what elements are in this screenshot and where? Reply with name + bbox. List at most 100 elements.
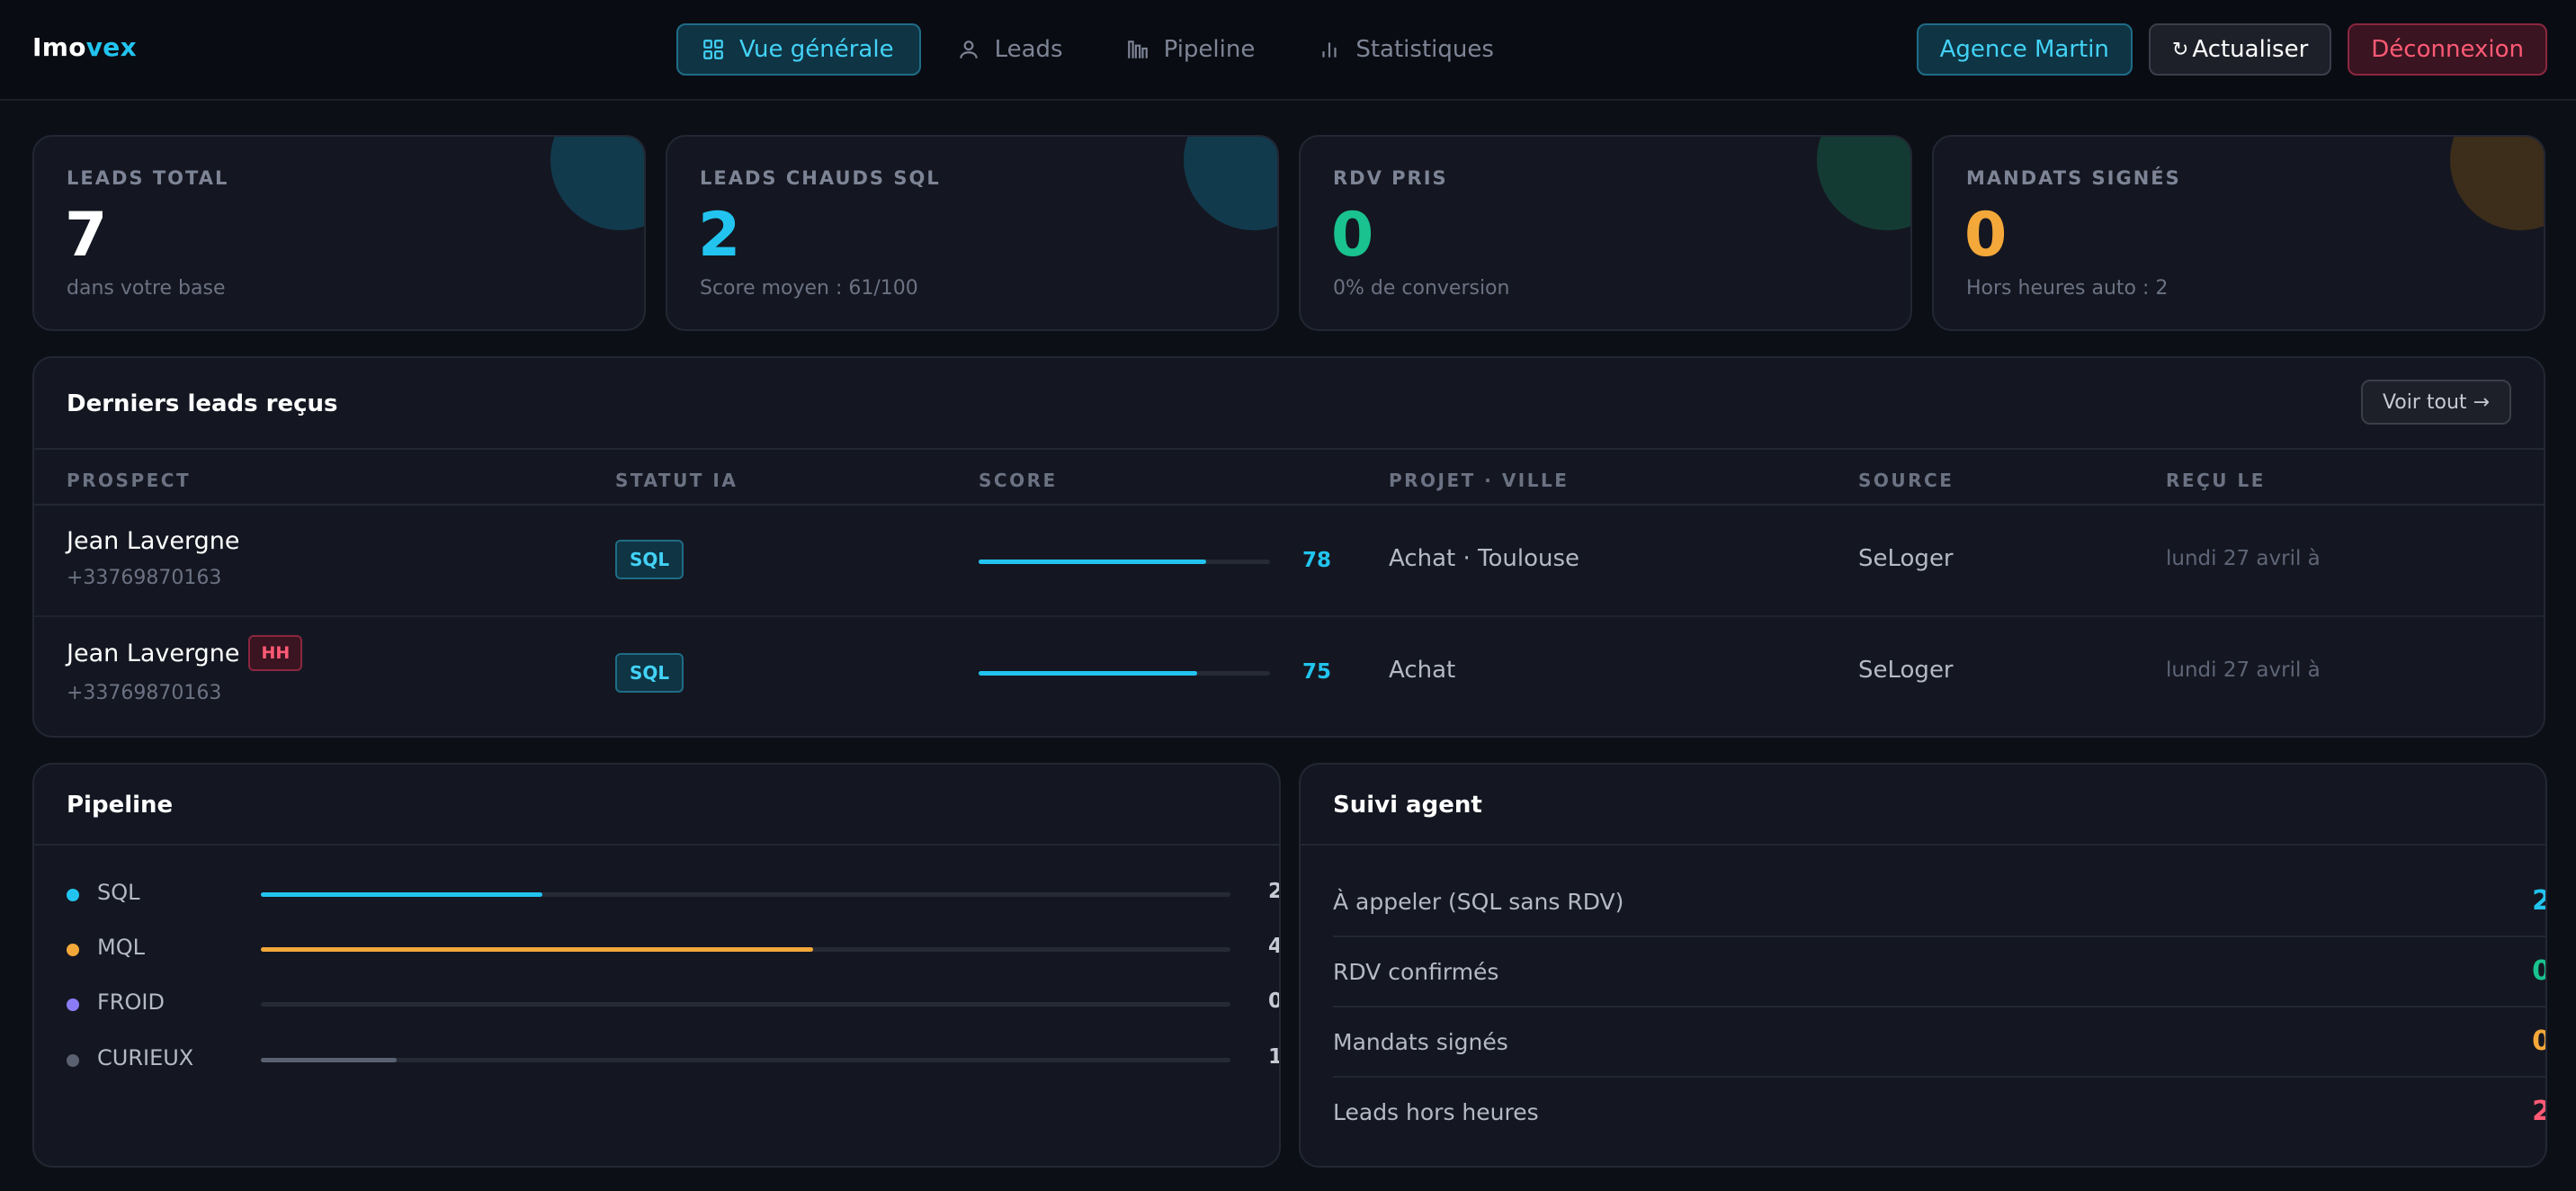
agent-value: 2 [2532, 1096, 2545, 1127]
pipeline-bar [261, 1058, 1230, 1062]
card-decoration [1184, 137, 1277, 230]
column-header[interactable]: SCORE [979, 470, 1058, 491]
pipeline-row-froid[interactable]: FROID 0 [67, 986, 1279, 1022]
column-header[interactable]: PROSPECT [67, 470, 192, 491]
section-title: Derniers leads reçus [67, 390, 338, 417]
status-dot-icon [67, 998, 79, 1011]
score-bar [979, 560, 1270, 564]
lead-source: SeLoger [1858, 545, 1954, 572]
column-header[interactable]: REÇU LE [2166, 470, 2266, 491]
status-badge: SQL [615, 540, 684, 579]
tab-pipeline[interactable]: Pipeline [1101, 23, 1283, 76]
agent-value: 2 [2532, 885, 2545, 917]
logout-button[interactable]: Déconnexion [2348, 23, 2547, 76]
stat-subtitle: Hors heures auto : 2 [1966, 277, 2169, 300]
pipeline-bar [261, 947, 1230, 952]
columns-icon [1127, 40, 1148, 58]
prospect-name: Jean Lavergne HH [67, 635, 303, 671]
tab-vue-generale[interactable]: Vue générale [676, 23, 921, 76]
project-city: Achat · Toulouse [1389, 545, 1580, 572]
app-logo[interactable]: Imovex [32, 32, 137, 62]
pipeline-bar-fill [261, 1058, 397, 1062]
prospect-name-text: Jean Lavergne [67, 639, 240, 667]
score-bar [979, 671, 1270, 676]
pipeline-bar [261, 1002, 1230, 1007]
prospect-name-text: Jean Lavergne [67, 527, 240, 555]
pipeline-bar-fill [261, 892, 542, 897]
stat-subtitle: Score moyen : 61/100 [700, 277, 918, 300]
column-header[interactable]: STATUT IA [615, 470, 738, 491]
recent-leads-panel: Derniers leads reçus Voir tout → PROSPEC… [32, 356, 2545, 738]
stat-value: 7 [65, 200, 108, 271]
agent-tracking-panel: Suivi agent À appeler (SQL sans RDV) 2 R… [1299, 763, 2547, 1168]
bar-chart-icon [1322, 42, 1337, 58]
agency-button[interactable]: Agence Martin [1916, 23, 2133, 76]
status-badge: SQL [615, 653, 684, 693]
pipeline-row-mql[interactable]: MQL 4 [67, 931, 1279, 967]
column-header[interactable]: PROJET · VILLE [1389, 470, 1570, 491]
received-date: lundi 27 avril à [2166, 547, 2321, 570]
status-dot-icon [67, 944, 79, 956]
agent-row-after-hours[interactable]: Leads hors heures 2 [1333, 1078, 2545, 1148]
user-icon [959, 40, 978, 58]
stat-label: LEADS CHAUDS SQL [700, 167, 941, 189]
pipeline-label: SQL [97, 880, 140, 905]
pipeline-row-curieux[interactable]: CURIEUX 1 [67, 1042, 1279, 1078]
pipeline-label: MQL [97, 935, 145, 960]
prospect-name: Jean Lavergne [67, 527, 239, 555]
stat-subtitle: 0% de conversion [1333, 277, 1510, 300]
prospect-phone: +33769870163 [67, 682, 222, 704]
section-title: Suivi agent [1333, 792, 1482, 819]
stat-card-rdv: RDV PRIS 0 0% de conversion [1299, 135, 1912, 331]
stat-card-mandats: MANDATS SIGNÉS 0 Hors heures auto : 2 [1932, 135, 2545, 331]
status-dot-icon [67, 1054, 79, 1067]
card-decoration [2450, 137, 2544, 230]
pipeline-count: 1 [1268, 1045, 1279, 1069]
table-row[interactable]: Jean Lavergne +33769870163 SQL 78 Achat … [34, 506, 2544, 617]
stat-value: 2 [698, 200, 741, 271]
refresh-label: Actualiser [2192, 36, 2309, 63]
main-nav: Vue générale Leads Pipeline Statistiques [676, 23, 1521, 76]
refresh-icon: ↻ [2171, 38, 2189, 61]
agent-label: À appeler (SQL sans RDV) [1333, 889, 1624, 915]
view-all-button[interactable]: Voir tout → [2360, 380, 2511, 425]
pipeline-panel: Pipeline SQL 2 MQL 4 FROID 0 CURIEUX 1 [32, 763, 1281, 1168]
table-row[interactable]: Jean Lavergne HH +33769870163 SQL 75 Ach… [34, 617, 2544, 729]
pipeline-label: FROID [97, 990, 165, 1015]
score-bar-fill [979, 560, 1206, 564]
divider [34, 844, 1279, 846]
received-date: lundi 27 avril à [2166, 658, 2321, 682]
divider [1301, 844, 2545, 846]
column-header[interactable]: SOURCE [1858, 470, 1954, 491]
card-decoration [550, 137, 644, 230]
hors-heures-badge: HH [248, 635, 303, 671]
tab-leads[interactable]: Leads [932, 23, 1090, 76]
agent-row-rdv[interactable]: RDV confirmés 0 [1333, 937, 2545, 1007]
stat-subtitle: dans votre base [67, 277, 226, 300]
agent-value: 0 [2532, 1025, 2545, 1057]
agent-label: RDV confirmés [1333, 959, 1499, 985]
pipeline-count: 4 [1268, 935, 1279, 958]
agent-row-to-call[interactable]: À appeler (SQL sans RDV) 2 [1333, 867, 2545, 937]
stat-card-leads-sql: LEADS CHAUDS SQL 2 Score moyen : 61/100 [666, 135, 1279, 331]
agent-row-mandats[interactable]: Mandats signés 0 [1333, 1007, 2545, 1078]
tab-label: Statistiques [1355, 36, 1494, 63]
card-decoration [1817, 137, 1910, 230]
status-dot-icon [67, 889, 79, 901]
lead-source: SeLoger [1858, 657, 1954, 684]
prospect-phone: +33769870163 [67, 567, 222, 589]
tab-label: Leads [994, 36, 1063, 63]
stat-label: RDV PRIS [1333, 167, 1448, 189]
stat-card-leads-total: LEADS TOTAL 7 dans votre base [32, 135, 646, 331]
pipeline-count: 0 [1268, 990, 1279, 1013]
score-bar-fill [979, 671, 1197, 676]
score-value: 78 [1302, 549, 1332, 572]
grid-icon [703, 40, 723, 59]
refresh-button[interactable]: ↻ Actualiser [2148, 23, 2332, 76]
top-bar: Imovex Vue générale Leads Pipeline S [0, 0, 2576, 101]
tab-label: Pipeline [1163, 36, 1256, 63]
pipeline-row-sql[interactable]: SQL 2 [67, 876, 1279, 912]
tab-statistiques[interactable]: Statistiques [1292, 23, 1521, 76]
stat-value: 0 [1964, 200, 2008, 271]
pipeline-label: CURIEUX [97, 1045, 194, 1070]
